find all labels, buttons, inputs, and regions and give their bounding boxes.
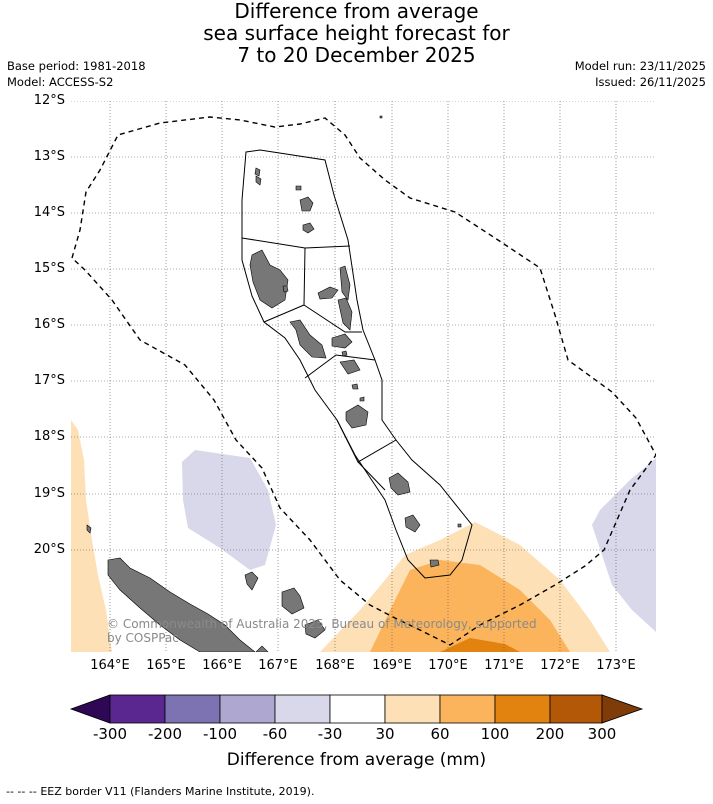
lat-label-20s: 20°S <box>33 542 65 557</box>
colorbar-tick-label: 300 <box>587 725 617 743</box>
colorbar-segment-4 <box>274 694 331 724</box>
copyright-line-1: © Commonwealth of Australia 2025, Bureau… <box>107 617 537 631</box>
island-lifou <box>281 587 305 615</box>
colorbar-tick-label: 200 <box>535 725 565 743</box>
model-run-text: Model run: 23/11/2025 <box>574 59 706 73</box>
lat-label-14s: 14°S <box>33 205 65 220</box>
island-hiu <box>379 115 383 119</box>
colorbar-tick-label: -300 <box>92 725 128 743</box>
lon-label-167e: 167°E <box>258 658 298 673</box>
island-pentecost <box>337 297 353 331</box>
map-background <box>71 101 656 652</box>
anomaly-region-orange-light-west <box>71 420 112 652</box>
colorbar-segment-7 <box>439 694 496 724</box>
island-espiritu-santo <box>249 249 289 309</box>
colorbar-segment-3 <box>219 694 276 724</box>
island-efate <box>345 404 369 429</box>
colorbar-extend-low <box>69 694 111 724</box>
island-torres <box>254 167 261 177</box>
eez-legend: -- -- -- EEZ border V11 (Flanders Marine… <box>6 785 314 798</box>
map-title: Difference from average sea surface heig… <box>0 0 713 66</box>
lat-label-17s: 17°S <box>33 373 65 388</box>
colorbar-tick-label: 30 <box>375 725 395 743</box>
island-malekula <box>289 319 327 359</box>
colorbar-extend-high <box>601 694 644 724</box>
colorbar <box>69 694 644 724</box>
lon-label-171e: 171°E <box>484 658 524 673</box>
title-line-2: sea surface height forecast for <box>203 21 510 45</box>
island-maewo <box>339 265 351 301</box>
colorbar-tick-label: -100 <box>202 725 238 743</box>
lon-label-166e: 166°E <box>202 658 242 673</box>
copyright-notice: © Commonwealth of Australia 2025, Bureau… <box>107 617 537 645</box>
island-epi <box>339 359 361 375</box>
title-line-1: Difference from average <box>234 0 479 23</box>
anomaly-region-purple-central <box>182 450 276 570</box>
island-belep <box>86 524 92 534</box>
colorbar-tick-label: -60 <box>262 725 288 743</box>
meta-left: Base period: 1981-2018 Model: ACCESS-S2 <box>7 58 146 90</box>
island-tongoa <box>351 383 359 390</box>
lon-label-165e: 165°E <box>146 658 186 673</box>
island-aneityum <box>429 559 440 568</box>
colorbar-segment-2 <box>164 694 221 724</box>
colorbar-title: Difference from average (mm) <box>226 750 487 770</box>
island-merelava <box>302 222 315 234</box>
base-period-text: Base period: 1981-2018 <box>7 59 146 73</box>
issued-text: Issued: 26/11/2025 <box>595 75 706 89</box>
lon-gridlines <box>109 101 617 652</box>
lat-label-13s: 13°S <box>33 149 65 164</box>
eez-border <box>71 116 656 646</box>
anomaly-region-orange-mid <box>370 560 570 652</box>
model-text: Model: ACCESS-S2 <box>7 75 114 89</box>
title-line-3: 7 to 20 December 2025 <box>237 43 476 67</box>
island-erromango <box>388 472 411 496</box>
island-ambrym <box>331 333 353 349</box>
colorbar-segment-5 <box>329 694 386 724</box>
colorbar-segment-6 <box>384 694 441 724</box>
lon-label-168e: 168°E <box>315 658 355 673</box>
island-isle-of-pines <box>255 645 269 652</box>
colorbar-segment-8 <box>494 694 551 724</box>
vanuatu-islands <box>249 115 462 568</box>
lat-label-19s: 19°S <box>33 486 65 501</box>
anomaly-region-purple-east <box>592 458 656 632</box>
meta-right: Model run: 23/11/2025 Issued: 26/11/2025 <box>575 58 706 90</box>
lon-label-169e: 169°E <box>372 658 412 673</box>
island-emae <box>359 396 365 402</box>
lon-label-173e: 173°E <box>596 658 636 673</box>
new-caledonia-islands <box>86 524 326 652</box>
lat-label-18s: 18°S <box>33 429 65 444</box>
island-mota-lava <box>295 185 302 191</box>
anomaly-region-orange-dark <box>440 638 520 652</box>
island-ouvea <box>244 571 259 591</box>
colorbar-tick-label: 100 <box>480 725 510 743</box>
colorbar-tick-label: 60 <box>430 725 450 743</box>
eez-legend-text: EEZ border V11 (Flanders Marine Institut… <box>40 785 315 798</box>
colorbar-segment-9 <box>549 694 603 724</box>
island-grande-terre <box>107 557 256 652</box>
lon-label-170e: 170°E <box>428 658 468 673</box>
island-gaua <box>299 196 314 212</box>
lon-label-164e: 164°E <box>90 658 130 673</box>
lat-label-12s: 12°S <box>33 93 65 108</box>
colorbar-tick-label: -200 <box>147 725 183 743</box>
colorbar-tick-label: -30 <box>317 725 343 743</box>
copyright-line-2: by COSPPac <box>107 631 179 645</box>
island-futuna <box>457 523 462 528</box>
lon-label-172e: 172°E <box>540 658 580 673</box>
lat-label-15s: 15°S <box>33 261 65 276</box>
lat-label-16s: 16°S <box>33 317 65 332</box>
island-aoba <box>317 286 339 300</box>
island-vanua-lava <box>255 175 262 186</box>
eez-legend-symbol: -- -- -- <box>6 785 37 798</box>
province-borders <box>241 237 397 491</box>
vanuatu-border <box>241 149 473 579</box>
island-paama <box>341 350 348 357</box>
island-mare <box>304 619 326 639</box>
island-tanna <box>404 514 421 533</box>
colorbar-segment-1 <box>109 694 166 724</box>
island-malo <box>282 285 289 293</box>
